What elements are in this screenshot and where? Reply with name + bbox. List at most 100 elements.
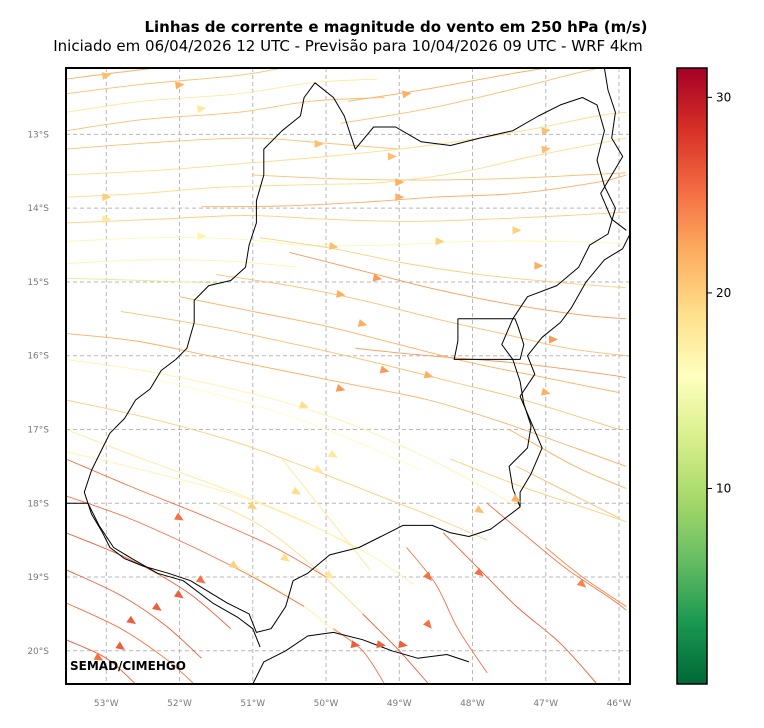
- streamline: [66, 111, 627, 176]
- flow-arrow: [291, 486, 302, 495]
- credit-label: SEMAD/CIMEHGO: [70, 659, 186, 673]
- flow-arrow: [541, 145, 551, 154]
- streamline: [66, 68, 283, 95]
- streamline: [216, 502, 378, 630]
- streamline: [66, 358, 525, 511]
- lat-tick-label: 19°S: [27, 573, 49, 583]
- flow-arrow: [474, 567, 484, 577]
- lon-tick-label: 49°W: [387, 699, 412, 709]
- flow-arrow: [152, 602, 162, 611]
- streamline: [66, 68, 161, 80]
- flow-arrow: [115, 641, 125, 650]
- colorbar-tick-label: 20: [716, 286, 731, 300]
- lat-tick-label: 17°S: [27, 425, 49, 435]
- flow-arrow: [422, 619, 432, 629]
- colorbar-rect: [676, 67, 708, 685]
- flow-arrow: [174, 512, 184, 521]
- flow-arrow: [299, 401, 309, 409]
- streamline: [340, 68, 602, 124]
- streamline: [66, 97, 385, 132]
- streamline: [66, 429, 356, 548]
- streamline: [66, 602, 195, 684]
- flow-arrow: [379, 365, 390, 374]
- flow-arrow: [372, 273, 383, 282]
- streamline: [66, 451, 415, 585]
- state-border-layer: [66, 68, 630, 684]
- streamline: [508, 429, 627, 489]
- streamline: [66, 137, 627, 198]
- streamline: [333, 628, 385, 684]
- flow-arrow: [335, 384, 346, 392]
- streamline: [179, 296, 620, 394]
- flow-arrow: [435, 237, 445, 246]
- flow-arrow: [534, 261, 544, 270]
- flow-arrow: [540, 387, 551, 396]
- streamline: [66, 259, 297, 268]
- chart-title: Linhas de corrente e magnitude do vento …: [144, 18, 648, 36]
- streamline: [355, 347, 627, 379]
- streamline: [66, 237, 627, 247]
- streamline: [66, 399, 488, 541]
- lat-tick-label: 14°S: [27, 204, 49, 214]
- flow-arrow: [102, 193, 112, 202]
- lon-tick-label: 48°W: [460, 699, 485, 709]
- streamline: [362, 613, 429, 684]
- border-e_border: [519, 233, 630, 507]
- border-goias: [83, 82, 616, 633]
- streamline: [289, 251, 627, 320]
- streamline: [66, 639, 136, 684]
- streamline: [66, 458, 327, 578]
- colorbar-tick-label: 10: [716, 481, 731, 495]
- border-df: [453, 318, 525, 360]
- lon-tick-labels: 53°W 52°W 51°W 50°W 49°W 48°W 47°W 46°W: [94, 699, 632, 709]
- flow-arrow: [93, 652, 104, 661]
- streamline: [66, 277, 224, 284]
- lat-tick-labels: 13°S 14°S 15°S 16°S 17°S 18°S 19°S 20°S: [27, 130, 49, 656]
- flow-arrow: [395, 178, 405, 187]
- streamline: [486, 502, 627, 611]
- streamline: [252, 172, 627, 181]
- flow-arrow: [101, 71, 112, 80]
- lon-tick-label: 51°W: [240, 699, 265, 709]
- streamline: [281, 458, 371, 570]
- flow-arrow: [197, 232, 207, 241]
- border-ne_border: [600, 68, 627, 231]
- flow-arrow: [549, 335, 559, 344]
- flow-arrow: [511, 494, 521, 503]
- flow-arrow: [576, 578, 587, 588]
- border-se_border: [252, 631, 470, 684]
- streamline: [66, 569, 202, 659]
- plot-frame: [65, 67, 631, 685]
- colorbar-tick-label: 30: [716, 90, 731, 104]
- flow-arrow: [336, 289, 346, 298]
- flow-arrow: [228, 560, 239, 569]
- flow-arrow: [196, 105, 207, 114]
- streamline: [66, 78, 378, 113]
- flow-arrow: [247, 501, 258, 510]
- flow-arrow: [174, 81, 185, 90]
- streamline: [516, 465, 620, 519]
- streamline: [66, 211, 627, 224]
- lon-tick-label: 47°W: [533, 699, 558, 709]
- streamline: [450, 458, 627, 523]
- streamline: [201, 174, 627, 208]
- flow-arrow: [313, 464, 324, 473]
- streamline: [66, 333, 627, 467]
- flow-arrow: [402, 90, 412, 99]
- flow-arrow: [387, 152, 397, 161]
- flow-arrow: [324, 569, 334, 579]
- lon-tick-label: 52°W: [167, 699, 192, 709]
- streamline: [66, 137, 400, 150]
- flow-arrow: [541, 127, 551, 136]
- colorbar: 10 20 30: [676, 67, 731, 685]
- lat-tick-label: 15°S: [27, 278, 49, 288]
- streamline-layer: [66, 68, 627, 684]
- flow-arrow: [350, 640, 361, 649]
- streamline: [216, 274, 627, 357]
- streamline: [545, 547, 627, 607]
- flow-arrow: [512, 226, 522, 235]
- chart-subtitle: Iniciado em 06/04/2026 12 UTC - Previsão…: [53, 37, 643, 55]
- lat-tick-label: 16°S: [27, 352, 49, 362]
- flow-arrow: [398, 640, 408, 649]
